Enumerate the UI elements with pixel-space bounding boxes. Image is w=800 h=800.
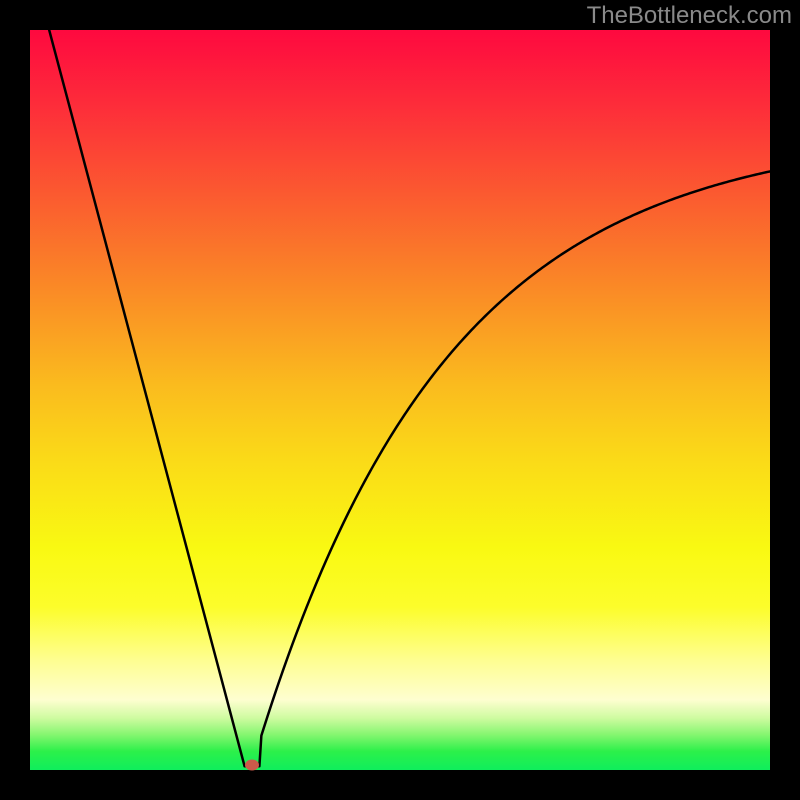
watermark-text: TheBottleneck.com xyxy=(587,2,792,30)
optimum-marker xyxy=(245,759,259,770)
chart-frame: TheBottleneck.com xyxy=(0,0,800,800)
plot-area xyxy=(30,30,770,770)
bottleneck-curve xyxy=(37,30,770,766)
curve-layer xyxy=(30,30,770,770)
